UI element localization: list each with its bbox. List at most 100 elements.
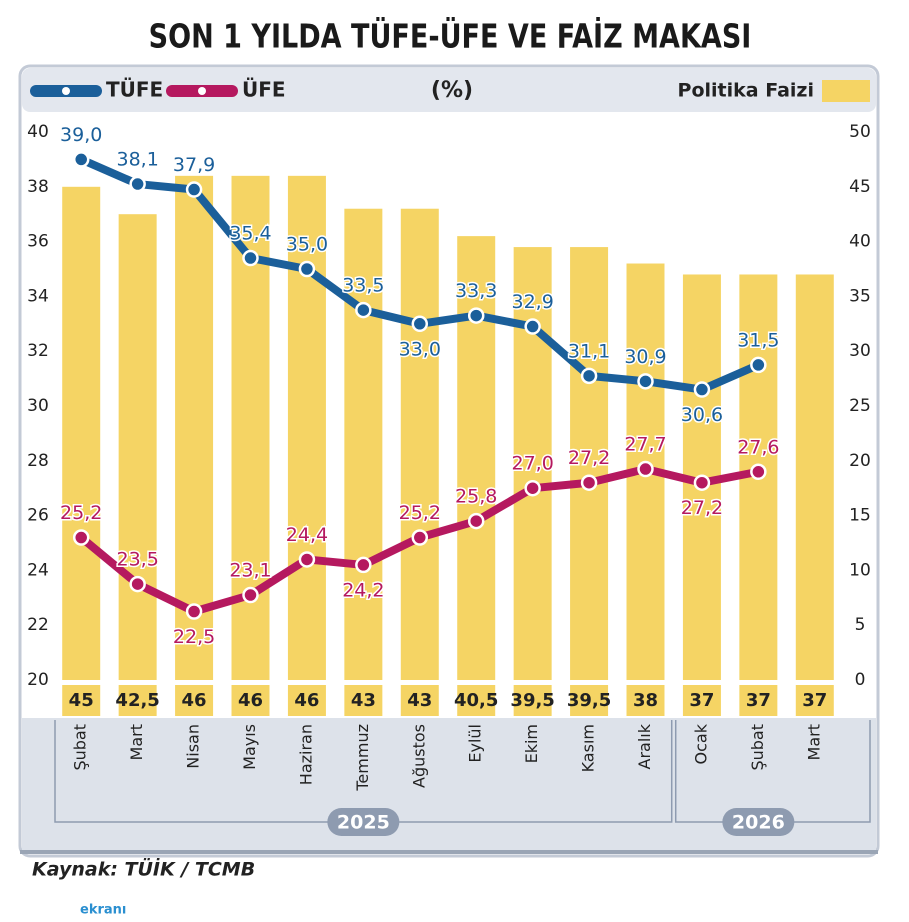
point: [355, 556, 372, 574]
bar-label-box: [344, 685, 383, 716]
bar-label-box: [682, 685, 721, 716]
point: [411, 529, 429, 546]
bar-label-box: [118, 685, 157, 716]
point-label: 32,9: [511, 291, 553, 313]
point-label: 23,5: [116, 549, 158, 571]
bar-label: 46: [182, 690, 207, 711]
bar-label-box: [513, 685, 552, 716]
point-label: 22,5: [173, 626, 215, 648]
group-label: 2026: [732, 812, 785, 834]
y2-tick-label: 35: [849, 286, 871, 306]
bar: [62, 186, 101, 681]
group-pill: [722, 808, 795, 836]
bar-label: 38: [633, 690, 658, 711]
y-tick-label: 28: [27, 451, 49, 471]
legend-label: ÜFE: [242, 78, 286, 102]
point: [298, 260, 316, 278]
bar-label-box: [287, 685, 326, 716]
point: [467, 307, 485, 324]
x-tick-label: Mart: [804, 724, 823, 760]
bar-label: 39,5: [510, 690, 554, 711]
bar-label-box: [457, 685, 496, 716]
x-tick-label: Haziran: [296, 724, 315, 785]
legend-marker: [198, 87, 206, 95]
point: [524, 318, 541, 335]
y-tick-label: 24: [27, 560, 49, 580]
point-label: 31,5: [737, 329, 779, 351]
point: [750, 463, 767, 481]
point-label: 25,2: [60, 502, 102, 524]
legend-marker: [62, 87, 70, 95]
chart-title: SON 1 YILDA TÜFE-ÜFE VE FAİZ MAKASI: [149, 16, 752, 56]
y2-tick-label: 0: [855, 670, 866, 690]
bar-label-box: [570, 685, 609, 716]
x-tick-label: Mart: [127, 724, 146, 760]
point: [637, 460, 654, 478]
bar-label-box: [400, 685, 439, 716]
x-tick-label: Şubat: [748, 724, 767, 771]
group-pill: [327, 808, 400, 836]
bar-label: 42,5: [115, 690, 159, 711]
legend-swatch: [822, 80, 870, 102]
bar-label-box: [795, 685, 834, 716]
point: [129, 575, 146, 593]
point-label: 37,9: [173, 154, 215, 176]
point-label: 24,4: [286, 524, 328, 546]
bar: [118, 214, 157, 680]
bar: [287, 175, 326, 680]
point-label: 24,2: [342, 579, 384, 601]
bar: [795, 274, 834, 680]
point-label: 39,0: [60, 124, 102, 146]
bar-label: 46: [294, 690, 319, 711]
point-label: 38,1: [116, 149, 158, 171]
point: [411, 315, 429, 333]
point-label: 23,1: [229, 560, 271, 582]
y-tick-label: 34: [27, 286, 49, 306]
point: [355, 301, 372, 319]
x-tick-label: Ekim: [522, 724, 541, 763]
bar-label-box: [231, 685, 270, 716]
point: [580, 474, 598, 491]
point: [637, 373, 654, 390]
point-label: 25,2: [399, 502, 441, 524]
bar: [400, 208, 439, 680]
point: [693, 381, 711, 398]
y-tick-label: 30: [27, 396, 49, 416]
bar: [457, 236, 496, 680]
watermark: ekranı: [80, 903, 126, 918]
point: [467, 512, 485, 530]
point-label: 27,7: [624, 434, 666, 456]
y2-tick-label: 25: [849, 396, 871, 416]
point: [580, 367, 598, 385]
y2-tick-label: 45: [849, 177, 871, 197]
bar: [570, 247, 609, 680]
point: [242, 249, 259, 267]
y2-tick-label: 10: [849, 560, 871, 580]
y2-tick-label: 50: [849, 122, 871, 142]
bar-label: 43: [351, 690, 376, 711]
point: [185, 603, 203, 620]
bar-label: 37: [746, 690, 771, 711]
bar-label: 39,5: [567, 690, 611, 711]
point-label: 30,9: [624, 346, 666, 368]
bar-label: 37: [802, 690, 827, 711]
point: [242, 586, 259, 604]
y2-tick-label: 5: [855, 615, 866, 635]
point-label: 25,8: [455, 486, 497, 508]
point-label: 33,0: [399, 338, 441, 360]
x-tick-label: Ocak: [691, 723, 710, 764]
bar-label: 45: [69, 690, 94, 711]
bar-label-box: [62, 685, 101, 716]
x-tick-label: Mayıs: [240, 724, 259, 770]
y-tick-label: 20: [27, 670, 49, 690]
bar-label-box: [626, 685, 665, 716]
x-tick-label: Temmuz: [353, 724, 372, 792]
unit-label: (%): [431, 78, 473, 103]
point-label: 31,1: [568, 340, 610, 362]
y-tick-label: 36: [27, 232, 49, 252]
point: [72, 151, 90, 168]
point-label: 35,4: [229, 223, 271, 245]
bar-label: 43: [407, 690, 432, 711]
source: Kaynak: TÜİK / TCMB: [32, 857, 255, 881]
